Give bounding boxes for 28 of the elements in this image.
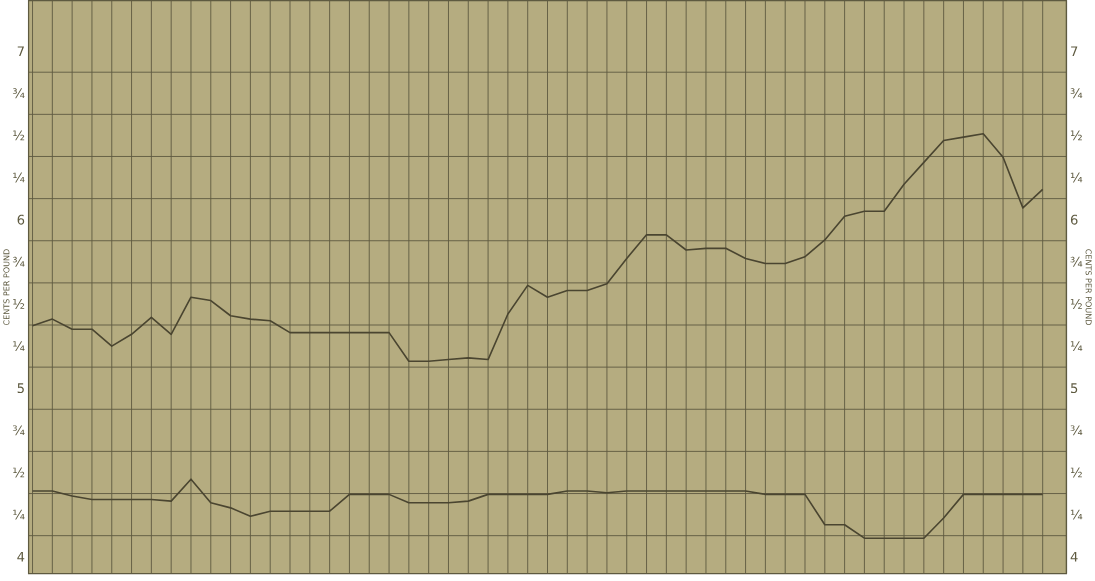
- y2-tick-label: 4: [1070, 552, 1078, 562]
- y-tick-label: ½: [13, 467, 25, 478]
- y-tick-label: 5: [17, 383, 24, 394]
- y2-tick-label: ¾: [1070, 88, 1083, 99]
- y-tick-label: ¾: [12, 257, 25, 268]
- y2-tick-label: ½: [1070, 467, 1082, 478]
- y2-tick-label: ¾: [1070, 257, 1083, 268]
- y2-axis-title: CENTS PER POUND: [1085, 249, 1092, 326]
- y-tick-label: ¼: [13, 509, 25, 520]
- y2-tick-label: ¼: [1070, 172, 1083, 183]
- y2-tick-label: ½: [1070, 130, 1082, 141]
- y-tick-label: 6: [17, 214, 25, 225]
- y-tick-label: ¾: [12, 88, 25, 99]
- y-axis-title: CENTS PER POUND: [3, 249, 10, 326]
- y2-tick-label: ¾: [1070, 425, 1083, 436]
- y2-tick-label: ¼: [1070, 509, 1083, 520]
- y-tick-label: ¼: [13, 172, 25, 183]
- y-tick-label: 4: [17, 552, 25, 562]
- y2-tick-label: 7: [1071, 46, 1078, 57]
- y2-tick-label: ½: [1070, 299, 1082, 310]
- y-tick-label: ½: [13, 299, 25, 310]
- y2-tick-label: ¼: [1070, 341, 1083, 352]
- y-tick-label: 7: [17, 46, 24, 57]
- y-tick-label: ½: [13, 130, 25, 141]
- y2-tick-label: 5: [1071, 383, 1078, 394]
- y2-tick-label: 6: [1070, 214, 1078, 225]
- y-tick-label: ¼: [13, 341, 25, 352]
- y-tick-label: ¾: [12, 425, 25, 436]
